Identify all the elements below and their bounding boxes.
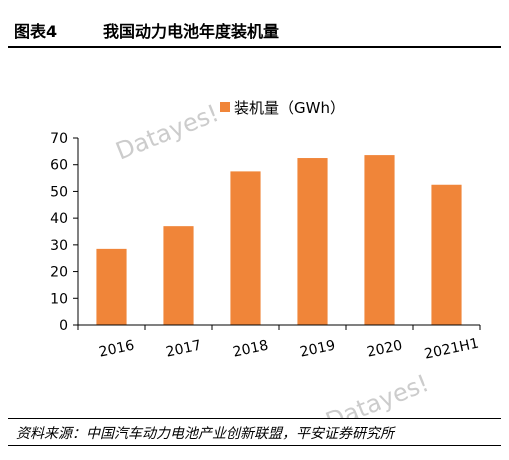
figure-label: 图表4 <box>14 22 58 41</box>
chart-legend: 装机量（GWh） <box>220 99 345 117</box>
bar-2016 <box>96 248 127 325</box>
y-tick-label: 50 <box>50 184 68 200</box>
x-tick-label: 2017 <box>165 338 203 361</box>
y-tick-label: 60 <box>50 158 68 174</box>
x-tick-label: 2019 <box>299 338 337 361</box>
y-tick-label: 40 <box>50 211 68 227</box>
legend-label: 装机量（GWh） <box>234 99 345 117</box>
x-tick-label: 2016 <box>98 338 136 361</box>
bar-2018 <box>230 171 261 325</box>
figure-header: 图表4 我国动力电池年度装机量 <box>8 12 501 48</box>
watermark-text: Datayes! <box>322 369 433 418</box>
figure-footer: 资料来源：中国汽车动力电池产业创新联盟，平安证券研究所 <box>8 418 501 446</box>
y-tick-label: 10 <box>50 291 68 307</box>
x-tick-label: 2018 <box>232 338 270 361</box>
bar-2020 <box>364 155 395 325</box>
bar-2021H1 <box>431 184 462 325</box>
y-tick-label: 0 <box>59 318 68 334</box>
x-tick-label: 2021H1 <box>423 336 480 363</box>
source-note: 资料来源：中国汽车动力电池产业创新联盟，平安证券研究所 <box>16 426 394 442</box>
bar-2019 <box>297 158 328 325</box>
y-tick-label: 30 <box>50 238 68 254</box>
y-tick-label: 20 <box>50 265 68 281</box>
y-tick-label: 70 <box>50 131 68 147</box>
bar-2017 <box>163 226 194 325</box>
bars <box>96 155 462 325</box>
x-tick-label: 2020 <box>366 338 404 361</box>
bar-chart: Datayes! Datayes! 装机量（GWh） 0 10 20 30 40 50 60… <box>50 99 481 418</box>
legend-swatch <box>220 102 230 112</box>
y-axis: 0 10 20 30 40 50 60 70 <box>50 131 79 334</box>
x-axis: 2016 2017 2018 2019 2020 2021H1 <box>77 324 481 363</box>
figure-title: 我国动力电池年度装机量 <box>103 22 280 41</box>
watermark-text: Datayes! <box>112 99 223 166</box>
